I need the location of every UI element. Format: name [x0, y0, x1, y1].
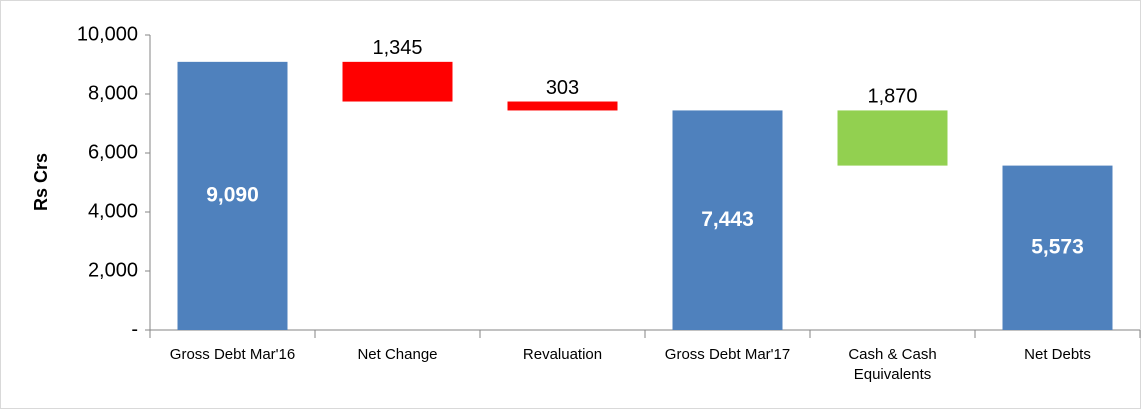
bar [672, 110, 783, 330]
x-tick-label: Cash & Cash Equivalents [848, 346, 937, 383]
data-label: 1,345 [372, 37, 422, 59]
y-tick-label: 10,000 [77, 23, 138, 45]
bar [177, 61, 288, 330]
y-tick-label: 2,000 [88, 259, 138, 281]
data-label: 7,443 [701, 208, 754, 231]
data-label: 1,870 [867, 86, 917, 108]
y-tick-label: 8,000 [88, 82, 138, 104]
data-label: 9,090 [206, 183, 259, 206]
y-tick-label: 4,000 [88, 200, 138, 222]
x-tick-label: Gross Debt Mar'16 [169, 346, 296, 363]
data-label: 303 [546, 77, 579, 99]
x-tick-label: Net Debts [1024, 346, 1091, 363]
x-tick-label: Gross Debt Mar'17 [664, 346, 791, 363]
bar [1002, 165, 1113, 330]
y-tick-label: - [131, 318, 138, 340]
bar [342, 61, 453, 102]
x-tick-label: Net Change [357, 346, 438, 363]
data-label: 5,573 [1031, 235, 1084, 258]
x-tick-label: Revaluation [522, 346, 603, 363]
bar [507, 101, 618, 111]
y-axis-label: Rs Crs [31, 153, 51, 211]
y-tick-label: 6,000 [88, 141, 138, 163]
bar [837, 110, 948, 166]
